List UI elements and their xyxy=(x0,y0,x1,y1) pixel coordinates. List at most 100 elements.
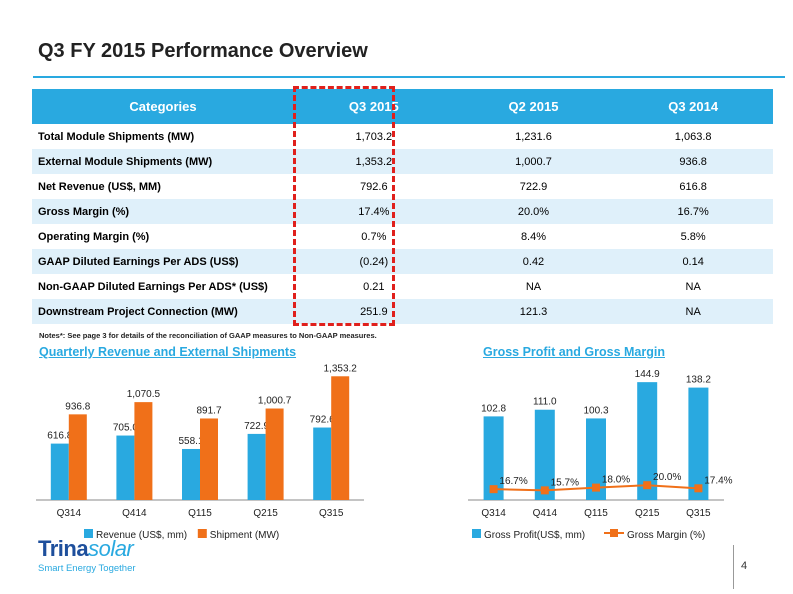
trina-solar-logo: Trinasolar Smart Energy Together xyxy=(38,538,136,575)
gross-profit-chart-tick-label: Q414 xyxy=(533,508,558,519)
revenue-chart-bar xyxy=(116,435,135,500)
logo-wordmark: Trinasolar xyxy=(38,538,136,560)
table-row: Total Module Shipments (MW) 1,703.2 1,23… xyxy=(32,124,773,149)
gross-profit-legend-label: Gross Profit(US$, mm) xyxy=(484,530,585,541)
table-row: GAAP Diluted Earnings Per ADS (US$) (0.2… xyxy=(32,249,773,274)
cell-q2-2015: 20.0% xyxy=(453,199,614,224)
revenue-chart-data-label: 616.8 xyxy=(47,431,72,442)
cell-q3-2014: 5.8% xyxy=(680,230,706,243)
table-row: External Module Shipments (MW) 1,353.2 1… xyxy=(32,149,773,174)
header-q3-2014: Q3 2014 xyxy=(613,89,773,124)
cell-q3-2015: 17.4% xyxy=(294,199,454,224)
revenue-chart-bar xyxy=(265,408,284,500)
gross-profit-chart-data-label: 111.0 xyxy=(533,397,557,408)
cell-q3-2015: 0.21 xyxy=(363,280,385,293)
gross-profit-chart-data-label: 138.2 xyxy=(686,375,711,386)
revenue-chart-tick-label: Q215 xyxy=(253,508,278,519)
revenue-chart-legend-swatch xyxy=(197,529,207,538)
revenue-chart-legend-label: Revenue (US$, mm) xyxy=(96,530,187,541)
revenue-chart-bar xyxy=(50,443,69,500)
row-category: Gross Margin (%) xyxy=(32,199,294,224)
cell-q3-2014: 16.7% xyxy=(613,199,773,224)
header-categories: Categories xyxy=(32,89,294,124)
revenue-chart-bar xyxy=(331,376,350,500)
page-number: 4 xyxy=(741,560,748,572)
gross-profit-chart-tick-label: Q115 xyxy=(584,508,608,519)
q3-2015-highlight-box xyxy=(293,86,395,326)
row-category: External Module Shipments (MW) xyxy=(32,149,294,174)
cell-q3-2014: 616.8 xyxy=(679,180,707,193)
cell-q3-2014: 1,063.8 xyxy=(674,130,712,143)
gross-profit-chart-bar xyxy=(688,387,709,500)
table-row: Operating Margin (%) 0.7% 8.4% 5.8% xyxy=(32,224,773,249)
gross-margin-data-label: 16.7% xyxy=(499,476,527,487)
page-number-divider xyxy=(733,545,734,589)
gross-profit-chart-data-label: 102.8 xyxy=(481,403,506,414)
row-category: Operating Margin (%) xyxy=(38,230,150,243)
gross-profit-chart-bar xyxy=(534,409,555,500)
row-category: Downstream Project Connection (MW) xyxy=(32,299,294,324)
gross-margin-data-label: 20.0% xyxy=(653,472,681,483)
revenue-chart-data-label: 722.9 xyxy=(244,421,269,432)
table-row: Gross Margin (%) 17.4% 20.0% 16.7% xyxy=(32,199,773,224)
revenue-chart-data-label: 936.8 xyxy=(65,401,90,412)
gross-margin-marker xyxy=(643,481,652,490)
gross-profit-chart-bar xyxy=(586,418,606,500)
table-row: Downstream Project Connection (MW) 251.9… xyxy=(32,299,773,324)
cell-q3-2015: 0.7% xyxy=(361,230,387,243)
revenue-chart-tick-label: Q414 xyxy=(122,508,147,519)
gross-profit-chart-data-label: 144.9 xyxy=(635,369,660,380)
revenue-chart-data-label: 1,353.2 xyxy=(324,363,358,374)
header-q2-2015: Q2 2015 xyxy=(453,89,614,124)
gross-profit-chart-bar xyxy=(637,382,658,500)
revenue-chart-tick-label: Q115 xyxy=(188,508,212,519)
revenue-chart-data-label: 1,070.5 xyxy=(127,389,161,400)
gross-margin-marker xyxy=(592,483,600,492)
cell-q3-2014: NA xyxy=(613,299,773,324)
header-q3-2015: Q3 2015 xyxy=(294,89,454,124)
revenue-chart-data-label: 1,000.7 xyxy=(258,396,292,407)
row-category: GAAP Diluted Earnings Per ADS (US$) xyxy=(32,249,294,274)
revenue-chart-bar xyxy=(134,402,153,500)
title-divider xyxy=(33,76,785,78)
revenue-chart-data-label: 558.1 xyxy=(178,436,203,447)
cell-q2-2015: 121.3 xyxy=(453,299,614,324)
cell-q2-2015: 8.4% xyxy=(520,230,547,243)
logo-tagline: Smart Energy Together xyxy=(38,563,136,574)
table-header-row: Categories Q3 2015 Q2 2015 Q3 2014 xyxy=(32,89,773,124)
row-category: Total Module Shipments (MW) xyxy=(38,130,195,143)
gross-margin-legend-marker xyxy=(610,529,618,537)
gross-profit-chart-title: Gross Profit and Gross Margin xyxy=(483,345,665,359)
logo-name-main: Trina xyxy=(38,536,89,561)
gross-margin-marker xyxy=(489,485,498,494)
cell-q3-2015: 1,703.2 xyxy=(355,130,393,143)
table-row: Net Revenue (US$, MM) 792.6 722.9 616.8 xyxy=(32,174,773,199)
revenue-chart-bar xyxy=(182,448,200,500)
revenue-chart-bar xyxy=(313,427,332,500)
cell-q3-2015: 1,353.2 xyxy=(294,149,454,174)
cell-q2-2015: NA xyxy=(525,280,542,293)
gross-margin-marker xyxy=(540,486,549,495)
revenue-chart-bar xyxy=(247,433,266,500)
cell-q2-2015: 1,231.6 xyxy=(515,130,552,143)
cell-q3-2014: 936.8 xyxy=(613,149,773,174)
page-title: Q3 FY 2015 Performance Overview xyxy=(38,40,368,62)
revenue-chart-data-label: 891.7 xyxy=(196,405,221,416)
revenue-chart-bar xyxy=(68,414,87,500)
revenue-chart-title: Quarterly Revenue and External Shipments xyxy=(39,345,297,359)
revenue-chart-data-label: 705.0 xyxy=(113,423,138,434)
row-category: Non-GAAP Diluted Earnings Per ADS* (US$) xyxy=(38,280,268,293)
cell-q3-2014: 0.14 xyxy=(613,249,773,274)
row-category: Net Revenue (US$, MM) xyxy=(38,180,161,193)
gross-profit-chart-bar xyxy=(483,416,504,500)
cell-q3-2015: 251.9 xyxy=(294,299,454,324)
revenue-chart-legend-swatch xyxy=(84,529,93,538)
gross-profit-chart-tick-label: Q315 xyxy=(686,508,711,519)
cell-q2-2015: 722.9 xyxy=(519,180,548,193)
logo-name-sub: solar xyxy=(88,536,134,561)
cell-q2-2015: 1,000.7 xyxy=(453,149,614,174)
revenue-chart-bar xyxy=(200,418,218,500)
table-notes: Notes*: See page 3 for details of the re… xyxy=(39,331,377,340)
gross-margin-legend-label: Gross Margin (%) xyxy=(627,530,705,541)
